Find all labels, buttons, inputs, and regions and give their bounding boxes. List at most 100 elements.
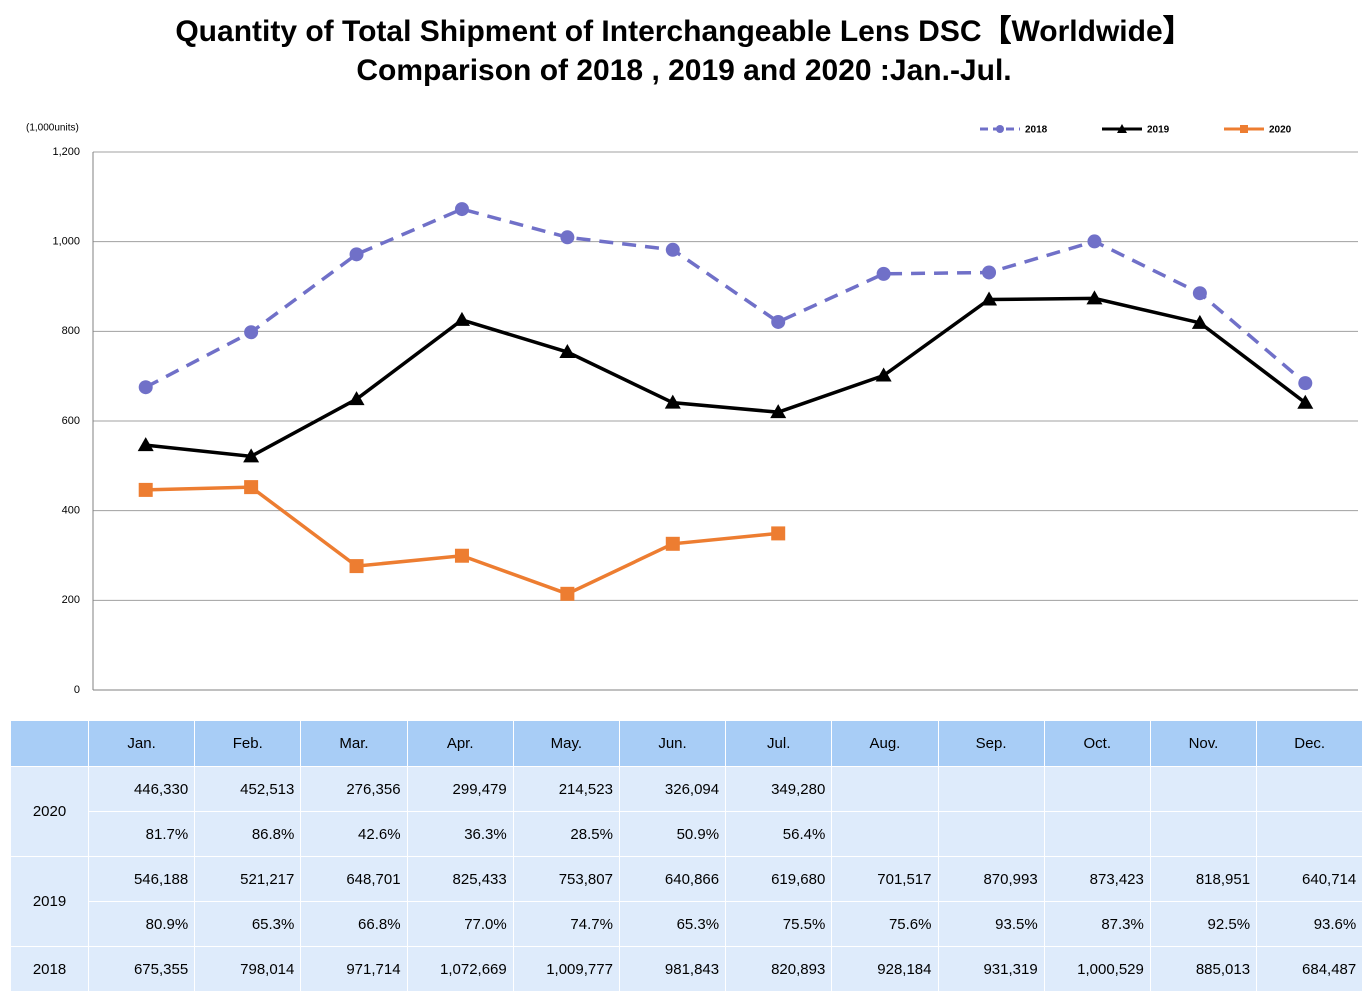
legend-marker bbox=[1117, 124, 1127, 133]
month-header: May. bbox=[512, 720, 620, 767]
value-cell: 452,513 bbox=[194, 766, 302, 812]
ratio-cell: 75.6% bbox=[831, 901, 939, 947]
series-line bbox=[144, 207, 1307, 389]
ratio-cell: 81.7% bbox=[87, 811, 196, 857]
point bbox=[138, 482, 153, 497]
point bbox=[981, 291, 998, 306]
point bbox=[1192, 286, 1207, 301]
point bbox=[982, 265, 997, 280]
value-cell bbox=[1149, 766, 1258, 812]
point bbox=[349, 247, 364, 262]
ratio-cell: 36.3% bbox=[406, 811, 514, 857]
value-cell: 1,009,777 bbox=[512, 946, 620, 992]
header-row: Jan. Feb. Mar. Apr. May. Jun. Jul. Aug. Sep. Oct.… bbox=[10, 720, 1364, 767]
value-cell: 326,094 bbox=[618, 766, 727, 812]
ratio-cell bbox=[937, 811, 1045, 857]
value-cell: 446,330 bbox=[87, 766, 196, 812]
point bbox=[771, 526, 786, 541]
month-header: Feb. bbox=[194, 720, 302, 767]
point bbox=[1297, 394, 1314, 409]
value-cell bbox=[1256, 766, 1364, 812]
value-cell: 1,072,669 bbox=[406, 946, 514, 992]
value-row: 2018 675,355 798,014 971,714 1,072,669 1,009,… bbox=[10, 946, 1364, 992]
point bbox=[1087, 234, 1102, 249]
value-cell: 798,014 bbox=[194, 946, 302, 992]
ratio-cell: 42.6% bbox=[300, 811, 408, 857]
ratio-cell bbox=[1149, 811, 1258, 857]
ratio-cell bbox=[831, 811, 939, 857]
value-cell: 818,951 bbox=[1149, 856, 1258, 902]
point bbox=[770, 404, 787, 419]
month-header: Jul. bbox=[725, 720, 833, 767]
value-cell: 931,319 bbox=[937, 946, 1045, 992]
month-header: Mar. bbox=[300, 720, 408, 767]
point bbox=[771, 314, 786, 329]
value-cell: 640,714 bbox=[1256, 856, 1364, 902]
point bbox=[138, 380, 153, 395]
value-cell: 619,680 bbox=[725, 856, 833, 902]
value-cell: 873,423 bbox=[1043, 856, 1151, 902]
chart-title: Quantity of Total Shipment of Interchang… bbox=[175, 15, 1192, 48]
point bbox=[244, 325, 259, 340]
point bbox=[137, 437, 154, 452]
value-cell: 648,701 bbox=[300, 856, 408, 902]
value-cell: 971,714 bbox=[300, 946, 408, 992]
ratio-cell: 56.4% bbox=[725, 811, 833, 857]
legend-marker bbox=[996, 125, 1004, 133]
header-cell bbox=[10, 720, 89, 767]
value-cell: 981,843 bbox=[618, 946, 727, 992]
value-cell: 299,479 bbox=[406, 766, 514, 812]
point bbox=[1086, 290, 1103, 305]
value-cell: 675,355 bbox=[87, 946, 196, 992]
ratio-cell: 65.3% bbox=[194, 901, 302, 947]
value-row: 2019 546,188 521,217 648,701 825,433 753,807 6… bbox=[10, 856, 1364, 947]
value-cell: 928,184 bbox=[831, 946, 939, 992]
value-cell: 820,893 bbox=[725, 946, 833, 992]
value-cell: 684,487 bbox=[1256, 946, 1364, 992]
year-label: 2019 bbox=[10, 856, 89, 947]
legend-marker bbox=[1240, 125, 1248, 133]
point bbox=[244, 480, 259, 495]
data-table: Jan. Feb. Mar. Apr. May. Jun. Jul. Aug. Sep. Oct.… bbox=[10, 720, 1364, 992]
y-tick-label: 400 bbox=[62, 505, 80, 517]
value-cell: 276,356 bbox=[300, 766, 408, 812]
point bbox=[453, 311, 470, 326]
ratio-cell: 86.8% bbox=[194, 811, 302, 857]
series-line bbox=[145, 296, 1307, 459]
point bbox=[243, 448, 260, 463]
value-cell: 546,188 bbox=[87, 856, 196, 902]
chart: Quantity of Total Shipment of Interchang… bbox=[26, 15, 1358, 696]
ratio-cell: 92.5% bbox=[1149, 901, 1258, 947]
legend-label: 2020 bbox=[1269, 125, 1292, 136]
ratio-cell bbox=[1256, 811, 1364, 857]
y-tick-label: 1,200 bbox=[52, 146, 80, 158]
value-cell: 753,807 bbox=[512, 856, 620, 902]
month-header: Jan. bbox=[87, 720, 196, 767]
point bbox=[349, 559, 364, 574]
month-header: Nov. bbox=[1149, 720, 1258, 767]
point bbox=[875, 367, 892, 382]
year-label: 2020 bbox=[10, 766, 89, 857]
value-cell bbox=[937, 766, 1045, 812]
ratio-cell: 28.5% bbox=[512, 811, 620, 857]
point bbox=[560, 230, 575, 245]
value-cell: 349,280 bbox=[725, 766, 833, 812]
value-cell: 214,523 bbox=[512, 766, 620, 812]
point bbox=[665, 536, 680, 551]
y-tick-label: 0 bbox=[74, 684, 80, 696]
ratio-cell: 87.3% bbox=[1043, 901, 1151, 947]
y-tick-label: 200 bbox=[62, 594, 80, 606]
ratio-cell: 50.9% bbox=[618, 811, 727, 857]
point bbox=[560, 586, 575, 601]
ratio-cell: 75.5% bbox=[725, 901, 833, 947]
value-cell: 701,517 bbox=[831, 856, 939, 902]
point bbox=[348, 391, 365, 406]
y-axis-label: (1,000units) bbox=[26, 123, 79, 134]
month-header: Apr. bbox=[406, 720, 514, 767]
value-cell bbox=[831, 766, 939, 812]
point bbox=[665, 242, 680, 257]
value-cell: 521,217 bbox=[194, 856, 302, 902]
value-cell: 885,013 bbox=[1149, 946, 1258, 992]
month-header: Aug. bbox=[831, 720, 939, 767]
